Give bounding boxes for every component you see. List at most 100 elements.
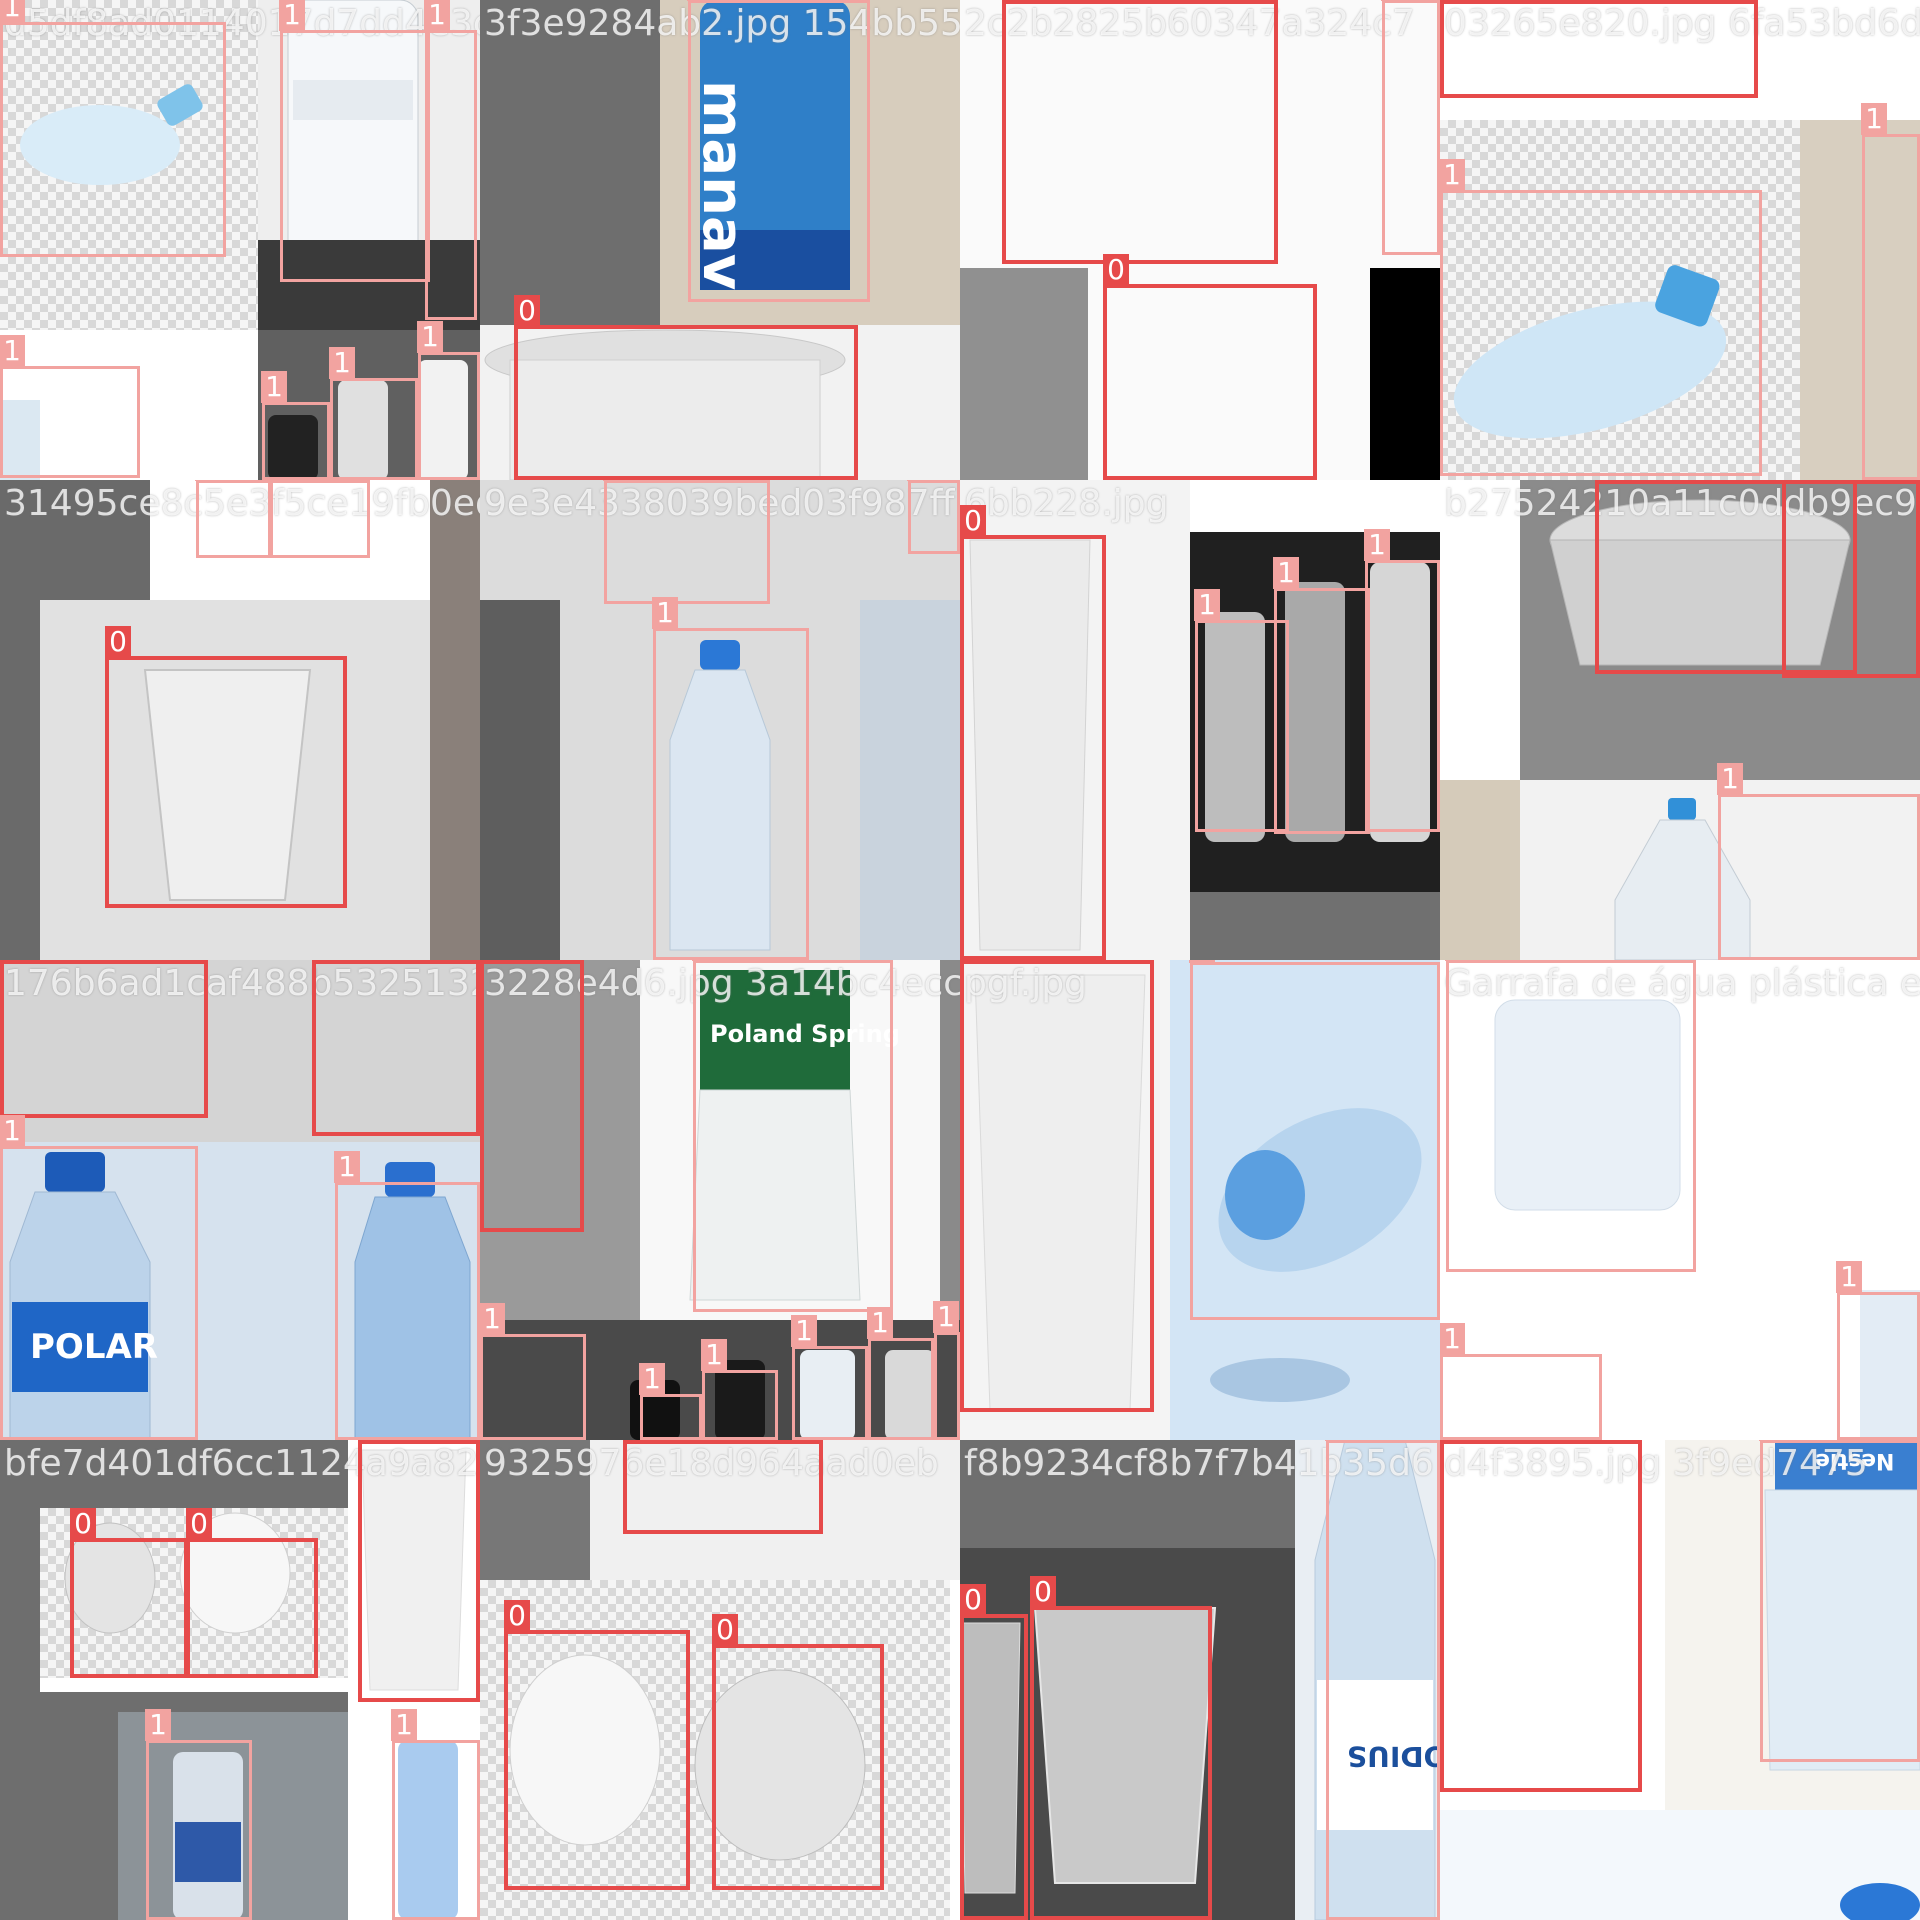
bbox-bottle: 1 xyxy=(1440,1323,1602,1440)
class-label: 1 xyxy=(603,480,629,481)
bbox-cup: 0 xyxy=(960,960,1154,1412)
class-label: 0 xyxy=(1782,480,1808,482)
bbox-cup: 0 xyxy=(1002,0,1278,264)
class-label: 1 xyxy=(1364,529,1390,561)
bbox-cup: 0 xyxy=(960,1584,1028,1920)
bottle-photo xyxy=(258,0,480,330)
floor-patch xyxy=(430,480,480,960)
tile-title: b27524210a11c0ddb9ec9a xyxy=(1444,483,1920,524)
bodius-bottle-photo: BODIUS xyxy=(1295,1440,1440,1920)
tile-15: BODIUS f8b9234cf8b7f7b41b35d6 0 0 1 xyxy=(960,1440,1440,1920)
class-label: 0 xyxy=(70,1508,96,1540)
tile-14: 9325976e18d964aad0eb 0 0 0 xyxy=(480,1440,960,1920)
class-label: 1 xyxy=(417,321,443,353)
tile-title: 6bb228.jpg xyxy=(964,483,1169,524)
bbox-bottle: 1 xyxy=(329,347,418,480)
class-label: 0 xyxy=(514,295,540,327)
bbox-bottle: 1 xyxy=(0,0,226,257)
bbox-bottle: 1 xyxy=(269,480,370,558)
class-label: 0 xyxy=(1030,1576,1056,1608)
bbox-bottle: 1 xyxy=(480,1303,586,1440)
class-label: 1 xyxy=(1759,1440,1785,1441)
black-patch xyxy=(1370,268,1440,480)
class-label: 1 xyxy=(0,1115,25,1147)
class-label: 1 xyxy=(1381,0,1407,1)
class-label: 0 xyxy=(960,1584,986,1616)
bbox-cup: 0 xyxy=(1440,0,1758,98)
class-label: 1 xyxy=(195,480,221,481)
tile-13: bfe7d401df6cc1124a9a824a 0 0 0 1 1 xyxy=(0,1440,480,1920)
class-label: 1 xyxy=(1440,159,1465,191)
bbox-bottle: 1 xyxy=(1364,529,1440,832)
tile-9: POLAR 176b6ad1caf488b53251328 0 0 1 1 xyxy=(0,960,480,1440)
class-label: 0 xyxy=(960,960,986,962)
gray-patch xyxy=(1190,892,1440,960)
bottle-trio-photo xyxy=(258,330,480,480)
class-label: 1 xyxy=(1273,557,1299,589)
class-label: 0 xyxy=(1002,0,1028,2)
tile-1: d5df8ad0114017d7dd4e3c72d4ab2.jpg 1 1 1 … xyxy=(0,0,480,480)
tile-10: Poland Spring 3228e4d6.jpg 3a14bc4ecc 0 … xyxy=(480,960,960,1440)
bbox-bottle: 1 xyxy=(639,1363,702,1440)
cup-rim-photo xyxy=(1440,0,1920,120)
tall-cup-photo xyxy=(960,480,1190,960)
class-label: 1 xyxy=(701,1339,727,1371)
class-label: 0 xyxy=(1440,0,1466,2)
gray-patch xyxy=(960,268,1088,480)
class-label: 0 xyxy=(312,960,338,962)
bbox-bottle: 1 xyxy=(652,597,809,960)
tile-title: 2c2b2825b60347a324c7 xyxy=(964,3,1415,44)
tile-7: 6bb228.jpg 0 1 1 1 xyxy=(960,480,1440,960)
class-label: 1 xyxy=(334,1151,360,1183)
class-label: 0 xyxy=(0,960,26,962)
polar-bottles-photo: POLAR xyxy=(0,1142,480,1440)
class-label: 0 xyxy=(960,505,986,537)
bbox-bottle: 1 xyxy=(867,1307,934,1440)
class-label: 0 xyxy=(712,1614,738,1646)
tall-cup-photo xyxy=(960,960,1170,1440)
sand-patch xyxy=(1440,780,1520,960)
class-label: 1 xyxy=(1861,103,1887,135)
class-label: 0 xyxy=(504,1600,530,1632)
bbox-bottle: 1 xyxy=(1194,589,1289,832)
brand-label: POLAR xyxy=(30,1327,158,1367)
class-label: 1 xyxy=(687,0,713,1)
class-label: 0 xyxy=(358,1440,384,1442)
bbox-bottle: 1 xyxy=(1836,1261,1920,1440)
bbox-cup: 0 xyxy=(0,960,208,1118)
class-label: 1 xyxy=(0,335,25,367)
bbox-bottle: 1 xyxy=(1445,960,1696,1272)
tile-title: 9325976e18d964aad0eb xyxy=(484,1443,939,1484)
white-band xyxy=(40,1678,348,1692)
bbox-cup: 0 xyxy=(1440,1440,1642,1792)
class-label: 1 xyxy=(1445,960,1471,961)
tile-title: Garrafa de água plástica em xyxy=(1444,963,1920,1004)
tile-title: 03265e820.jpg 6fa53bd6d624 xyxy=(1444,3,1920,44)
class-label: 1 xyxy=(1189,960,1215,963)
tile-11: pgf.jpg 0 1 xyxy=(960,960,1440,1440)
bbox-bottle: 1 xyxy=(1717,763,1920,960)
class-label: 1 xyxy=(933,1301,959,1333)
class-label: 0 xyxy=(105,626,131,658)
bbox-bottle: 1 xyxy=(701,1339,778,1440)
class-label: 1 xyxy=(1194,589,1220,621)
clear-cups-photo xyxy=(960,1548,1295,1920)
class-label: 1 xyxy=(261,371,287,403)
blue-patch xyxy=(860,600,960,960)
bbox-bottle: 1 xyxy=(603,480,770,604)
class-label: 0 xyxy=(1103,254,1129,286)
class-label: 1 xyxy=(480,1303,505,1335)
class-label: 1 xyxy=(329,347,355,379)
bbox-bottle: 1 xyxy=(1381,0,1440,255)
tile-3: 2c2b2825b60347a324c7 0 0 1 xyxy=(960,0,1440,480)
bbox-cup: 0 xyxy=(514,295,858,480)
tile-title: 31495ce8c5e3f5ce19fb0eda xyxy=(4,483,480,524)
dark-patch xyxy=(480,600,560,960)
bbox-bottle: 1 xyxy=(261,371,330,480)
bottle-cap-photo xyxy=(0,330,260,480)
class-label: 1 xyxy=(269,480,295,481)
bbox-cup: 0 xyxy=(480,960,584,1232)
tile-title: 3228e4d6.jpg 3a14bc4ecc xyxy=(484,963,960,1004)
class-label: 0 xyxy=(623,1440,649,1442)
